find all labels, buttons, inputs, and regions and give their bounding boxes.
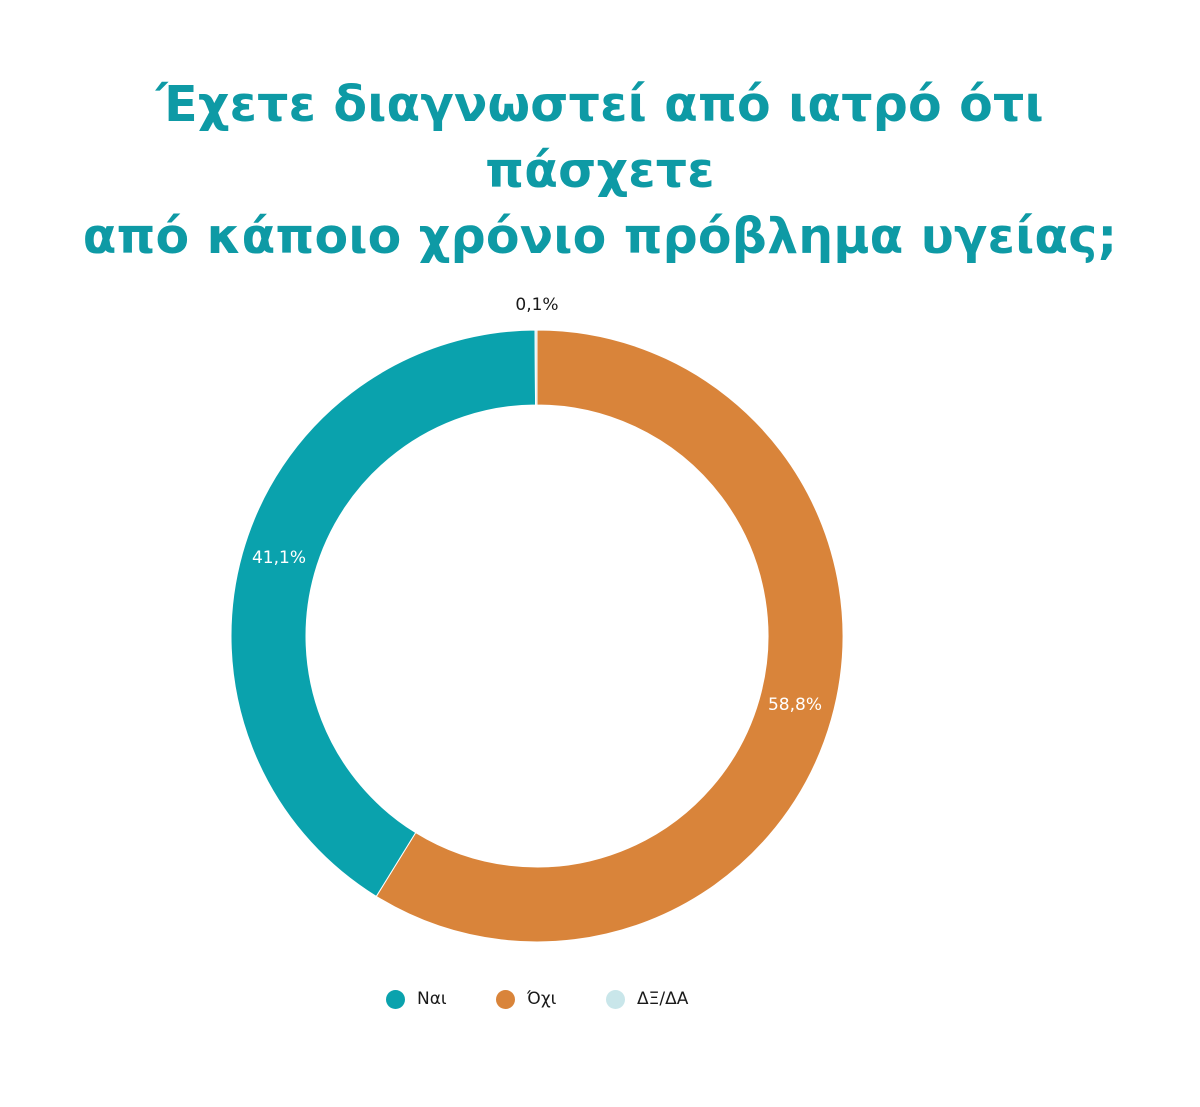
legend-label-ochi: Όχι [527,989,557,1009]
donut-slice-nai [230,329,537,898]
chart-title: Έχετε διαγνωστεί από ιατρό ότι πάσχετε α… [60,72,1140,270]
legend-swatch-nai [386,989,405,1009]
legend-swatch-dk-na [606,989,625,1009]
chart-title-line-2: από κάποιο χρόνιο πρόβλημα υγείας; [82,208,1118,265]
slice-label-ochi: 58,8% [768,695,822,715]
legend-item-dk-na: ΔΞ/ΔΑ [606,984,688,1014]
donut-slice-ochi [375,329,844,943]
chart-legend: Ναι Όχι ΔΞ/ΔΑ [0,984,1200,1014]
chart-title-line-1: Έχετε διαγνωστεί από ιατρό ότι πάσχετε [156,76,1044,199]
legend-label-nai: Ναι [417,989,447,1009]
slice-label-dk-na: 0,1% [515,295,558,315]
legend-item-nai: Ναι [386,984,447,1014]
slice-label-nai: 41,1% [252,548,306,568]
legend-swatch-ochi [496,989,515,1009]
donut-slice-dk-na [534,329,538,406]
legend-item-ochi: Όχι [496,984,556,1014]
legend-label-dk-na: ΔΞ/ΔΑ [637,989,689,1009]
